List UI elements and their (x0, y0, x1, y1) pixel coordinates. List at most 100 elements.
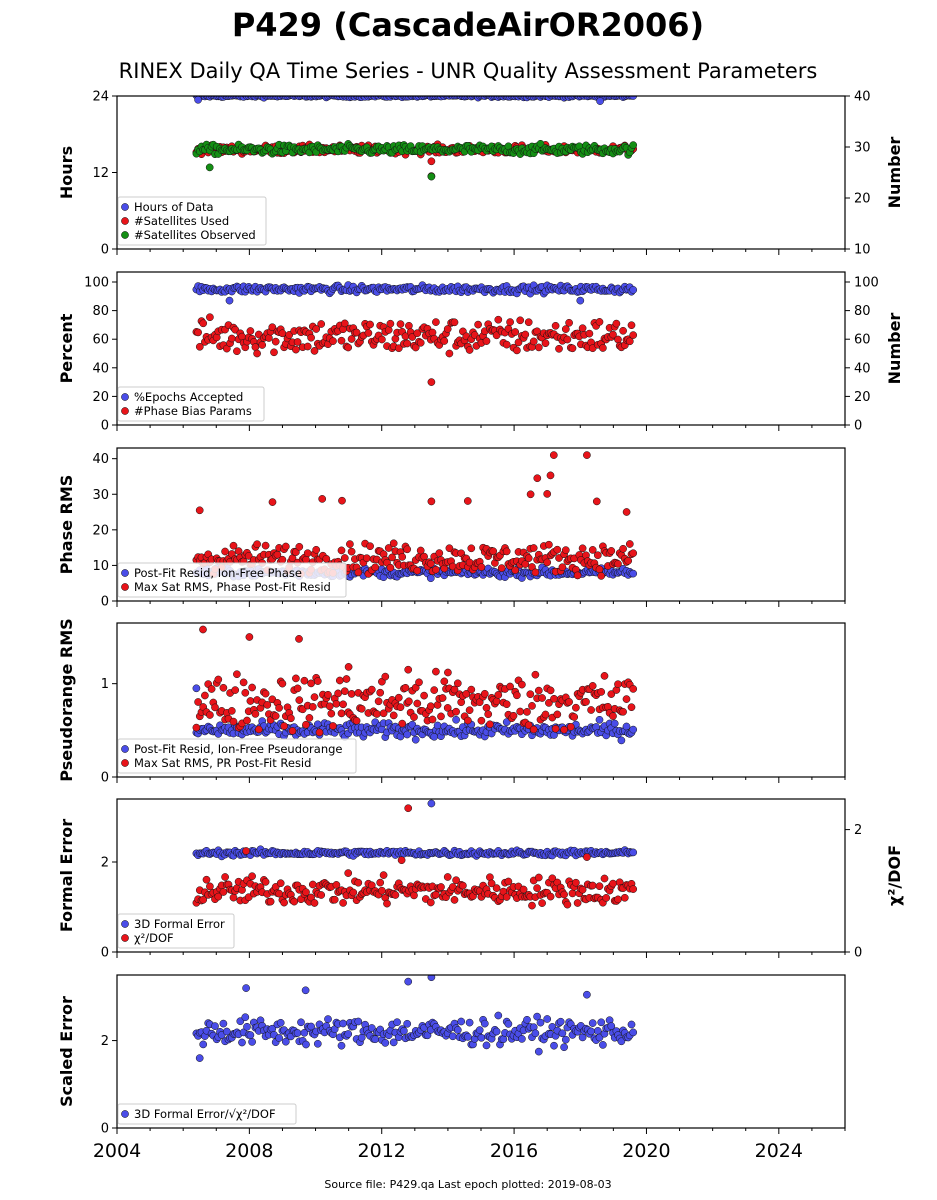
data-point (295, 696, 304, 704)
data-point (253, 349, 261, 358)
data-point (513, 346, 521, 355)
data-point-outlier (301, 986, 310, 995)
data-point (352, 328, 361, 337)
legend-marker (121, 934, 129, 942)
data-point (344, 343, 353, 352)
data-point (268, 323, 277, 332)
data-point (518, 680, 526, 689)
data-point (327, 709, 336, 718)
data-point (276, 879, 285, 888)
data-point (585, 329, 594, 338)
data-point (502, 700, 511, 709)
data-point (437, 712, 445, 721)
data-point (354, 878, 363, 887)
data-point (545, 540, 553, 549)
data-point (253, 540, 261, 549)
data-point (534, 873, 543, 882)
data-point (243, 1022, 251, 1031)
y-tick-label: 1 (101, 677, 109, 692)
data-point (529, 544, 538, 552)
data-point (489, 547, 498, 556)
data-point (194, 698, 202, 706)
data-point (514, 338, 523, 347)
panel-3-points (192, 451, 638, 583)
data-point (413, 566, 422, 575)
data-point-outlier (427, 378, 436, 386)
data-point (258, 341, 267, 349)
data-point (416, 546, 425, 555)
y-axis-label: Phase RMS (57, 475, 76, 575)
data-point (219, 888, 228, 896)
data-point-outlier (397, 856, 406, 865)
data-point (248, 683, 256, 692)
data-point (219, 683, 228, 692)
data-point (572, 878, 580, 887)
data-point (556, 1017, 565, 1026)
data-point (568, 889, 577, 898)
data-point (450, 896, 459, 904)
data-point (373, 710, 381, 718)
data-point (529, 725, 538, 734)
legend-label: Post-Fit Resid, Ion-Free Phase (134, 566, 302, 580)
data-point-outlier (533, 474, 542, 483)
data-point (440, 337, 449, 345)
data-point (229, 893, 238, 902)
data-point (227, 334, 236, 343)
data-point (376, 688, 385, 697)
data-point (275, 704, 283, 712)
data-point (595, 565, 604, 574)
data-point (337, 336, 346, 345)
x-tick-label: 2004 (93, 1140, 141, 1162)
data-point (573, 571, 582, 580)
data-point (398, 719, 407, 728)
data-point (389, 711, 398, 720)
data-point-outlier (338, 496, 346, 505)
data-point (403, 730, 412, 739)
data-point (494, 1011, 503, 1020)
data-point (477, 563, 486, 571)
data-point (502, 893, 511, 901)
data-point (202, 875, 211, 884)
data-point (467, 685, 476, 694)
data-point (587, 706, 595, 714)
data-point (521, 560, 530, 568)
data-point (625, 337, 634, 346)
data-point (465, 1018, 474, 1027)
data-point (362, 554, 371, 563)
data-point (593, 551, 602, 560)
data-point (352, 716, 361, 725)
data-point (545, 699, 553, 707)
legend-label: %Epochs Accepted (134, 390, 243, 404)
footer-source: Source file: P429.qa Last epoch plotted:… (324, 1178, 611, 1191)
data-point (536, 1018, 545, 1027)
data-point (325, 702, 334, 711)
data-point (357, 704, 366, 713)
series-4-2 (192, 625, 638, 737)
data-point (541, 339, 550, 348)
data-point-outlier (583, 853, 591, 861)
data-point (293, 1029, 302, 1037)
data-point (565, 318, 573, 327)
data-point (305, 714, 314, 722)
data-point (340, 319, 349, 328)
data-point (292, 674, 300, 683)
data-point (553, 710, 562, 719)
data-point (629, 286, 638, 294)
x-tick-label: 2024 (755, 1140, 803, 1162)
data-point (413, 699, 422, 708)
data-point (426, 559, 435, 568)
data-point (524, 554, 533, 563)
y-tick-label: 0 (101, 1122, 109, 1137)
data-point (494, 691, 503, 699)
data-point (614, 335, 622, 344)
data-point (453, 1026, 462, 1034)
data-point (572, 703, 580, 712)
y-tick-label: 0 (101, 243, 109, 258)
data-point (531, 568, 540, 577)
data-point (524, 721, 533, 730)
data-point (484, 710, 493, 719)
data-point (263, 701, 272, 709)
data-point (302, 888, 310, 897)
